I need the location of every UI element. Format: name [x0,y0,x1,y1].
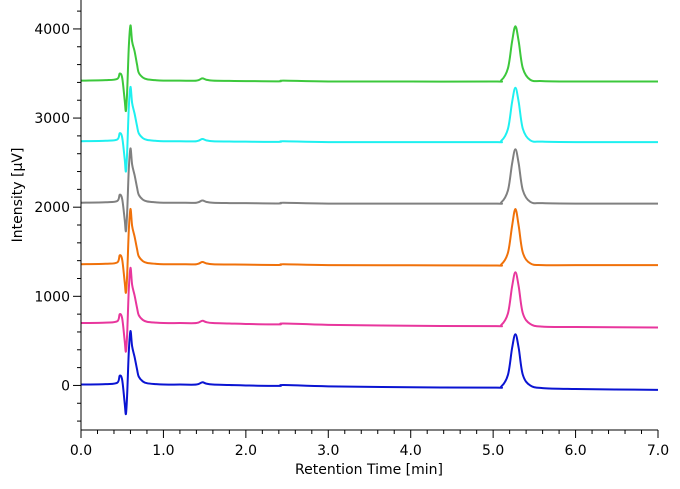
trace-line-6 [80,24,659,113]
chart-axes [80,0,658,431]
x-tick-label: 2.0 [235,443,257,459]
x-tick-label: 4.0 [400,443,422,459]
y-tick-label: 4000 [34,22,70,38]
y-tick-label: 2000 [34,200,70,216]
trace-line-2 [80,266,659,353]
x-axis-title: Retention Time [min] [295,462,443,478]
x-tick-label: 0.0 [70,443,92,459]
trace-line-4 [80,147,659,233]
trace-line-5 [80,85,659,173]
x-tick-label: 7.0 [647,443,669,459]
y-tick-label: 0 [61,378,70,394]
y-tick-label: 1000 [34,289,70,305]
trace-line-3 [80,207,658,294]
y-axis-title: Intensity [µV] [10,148,26,243]
x-tick-label: 1.0 [152,443,174,459]
x-tick-label: 3.0 [317,443,339,459]
y-tick-label: 3000 [34,111,70,127]
y-axis-ticks: 0 1000 2000 3000 4000 [34,10,81,422]
x-axis-ticks: 0.0 1.0 2.0 3.0 4.0 5.0 6.0 7.0 [70,430,669,459]
x-tick-label: 5.0 [482,443,504,459]
trace-line-1 [80,330,659,416]
x-tick-label: 6.0 [564,443,586,459]
chromatogram-traces [80,24,659,416]
